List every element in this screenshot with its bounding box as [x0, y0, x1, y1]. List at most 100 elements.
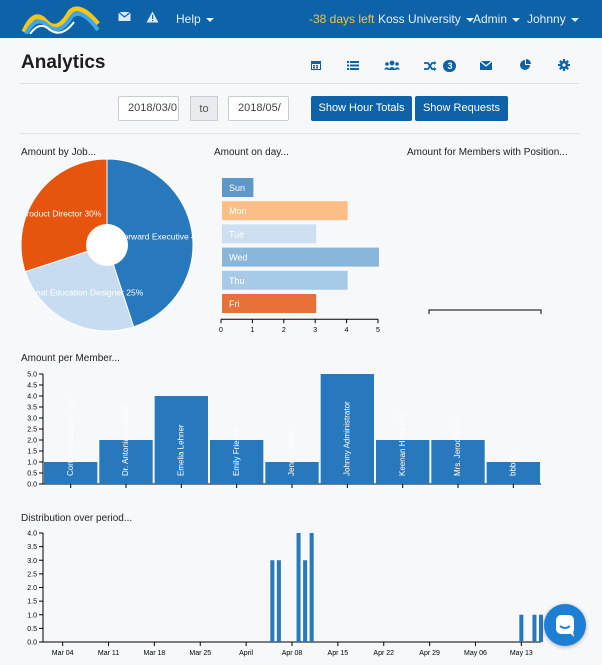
- x-tick-label: 2: [282, 327, 286, 334]
- y-tick-label: 4.5: [27, 383, 37, 390]
- distribution-bar: [539, 614, 543, 642]
- day-bar-label: Mon: [229, 206, 247, 216]
- amount-by-job-title: Amount by Job...: [21, 147, 97, 158]
- y-tick-label: 4.0: [27, 531, 37, 538]
- help-menu[interactable]: Help: [176, 12, 214, 26]
- users-icon[interactable]: [383, 57, 401, 73]
- pie-slice-label: roduct Director 30%: [26, 209, 102, 219]
- amount-per-member-title: Amount per Member...: [21, 353, 120, 364]
- university-label: Koss University: [378, 12, 461, 26]
- university-menu[interactable]: Koss University: [378, 12, 474, 26]
- day-bar-label: Fri: [229, 299, 240, 309]
- member-bar-label: Emelia Lehner: [176, 424, 185, 476]
- y-tick-label: 1.5: [27, 449, 37, 456]
- warning-icon[interactable]: [146, 11, 159, 27]
- to-label: to: [190, 96, 218, 121]
- amount-by-job-chart: orward Executive 4 ational Education Desi…: [20, 158, 194, 332]
- member-bar-label: Keenan Hintz PhD: [398, 410, 407, 476]
- y-tick-label: 0.0: [27, 482, 37, 489]
- distribution-bar: [309, 533, 314, 642]
- x-tick-label: Mar 25: [189, 650, 211, 657]
- envelope-icon[interactable]: [478, 57, 494, 73]
- distribution-title: Distribution over period...: [21, 513, 133, 524]
- x-tick-label: Mar 04: [52, 650, 74, 657]
- y-tick-label: 1.5: [27, 599, 37, 606]
- admin-label: Admin: [473, 12, 508, 26]
- x-tick-label: Apr 22: [373, 650, 394, 657]
- pie-slice-national-education-designer-25: [24, 244, 135, 332]
- member-bar-bbbbb: [486, 462, 540, 484]
- distribution-bar: [303, 560, 308, 642]
- y-tick-label: 1.0: [27, 612, 37, 619]
- days-left-indicator[interactable]: -38 days left: [309, 12, 375, 26]
- member-bar-label: Mrs. Jerod Roob: [453, 416, 462, 476]
- user-menu[interactable]: Johnny: [527, 12, 579, 26]
- member-bar-dr-antonia-lueilwitz: [99, 440, 153, 484]
- member-bar-label: Conor Hermiston PhD: [66, 398, 75, 476]
- pie-slice-label: ational Education Designer 25%: [22, 288, 143, 298]
- empty-x-axis: [428, 309, 542, 314]
- page-title: Analytics: [21, 52, 106, 73]
- day-bar-wed: [222, 247, 379, 267]
- day-bar-thu: [222, 270, 348, 290]
- pie-slice-product-director-30: [20, 158, 108, 273]
- to-date-input[interactable]: 2018/05/: [228, 96, 289, 121]
- show-hour-totals-button[interactable]: Show Hour Totals: [311, 96, 412, 121]
- chevron-down-icon: [465, 17, 474, 22]
- x-tick-label: Mar 18: [143, 650, 165, 657]
- user-label: Johnny: [527, 12, 566, 26]
- day-bar-label: Sun: [229, 183, 245, 193]
- x-tick-label: Mar 11: [98, 650, 119, 657]
- day-bar-label: Tue: [229, 229, 244, 239]
- x-tick-label: Apr 08: [282, 650, 303, 657]
- member-bar-label: bbbbb: [508, 453, 517, 476]
- member-bar-emily-friesen: [210, 440, 264, 484]
- x-tick-label: 0: [219, 327, 223, 334]
- pie-chart-icon[interactable]: [517, 57, 533, 73]
- top-navbar: Help -38 days left Koss University Admin…: [0, 0, 602, 38]
- shuffle-button[interactable]: 3: [423, 57, 457, 73]
- chat-launcher-button[interactable]: [544, 604, 586, 646]
- y-tick-label: 2.5: [27, 571, 37, 578]
- y-tick-label: 3.0: [27, 416, 37, 423]
- from-date-input[interactable]: 2018/03/0: [118, 96, 179, 121]
- distribution-bar: [519, 614, 524, 642]
- admin-menu[interactable]: Admin: [473, 12, 521, 26]
- help-label: Help: [176, 12, 201, 26]
- x-tick-label: Apr 29: [419, 650, 440, 657]
- member-bar-emelia-lehner: [154, 396, 208, 484]
- distribution-bar: [532, 614, 537, 642]
- day-bar-sun: [222, 178, 254, 197]
- distribution-bar: [276, 560, 281, 642]
- member-bar-conor-hermiston-phd: [44, 462, 98, 484]
- x-tick-label: 4: [345, 327, 349, 334]
- app-logo[interactable]: [22, 4, 100, 34]
- shuffle-icon: [424, 60, 437, 71]
- x-tick-label: Apr 15: [328, 650, 349, 657]
- x-tick-label: 3: [313, 327, 317, 334]
- y-tick-label: 5.0: [27, 372, 37, 379]
- amount-on-day-title: Amount on day...: [214, 147, 289, 158]
- y-tick-label: 2.5: [27, 427, 37, 434]
- day-bar-mon: [222, 201, 348, 221]
- member-bar-label: Johnny Administrator: [342, 401, 351, 476]
- calendar-icon[interactable]: [308, 57, 324, 73]
- gear-icon[interactable]: [556, 57, 572, 73]
- list-icon[interactable]: [345, 57, 361, 73]
- y-tick-label: 2.0: [27, 585, 37, 592]
- day-bar-label: Wed: [229, 253, 247, 263]
- amount-members-position-chart: [428, 309, 542, 314]
- distribution-bar: [296, 533, 301, 642]
- chat-icon: [556, 615, 574, 637]
- day-bar-fri: [222, 294, 317, 313]
- y-tick-label: 2.0: [27, 438, 37, 445]
- mail-icon[interactable]: [118, 11, 131, 27]
- member-bar-label: Dr. Antonia Lueilwitz: [121, 404, 130, 476]
- show-requests-button[interactable]: Show Requests: [415, 96, 508, 121]
- y-tick-label: 3.0: [27, 558, 37, 565]
- member-bar-jenny-ullrich: [265, 462, 319, 484]
- y-tick-label: 3.5: [27, 405, 37, 412]
- x-tick-label: May 06: [464, 650, 487, 657]
- amount-members-position-title: Amount for Members with Position...: [407, 147, 568, 158]
- y-tick-label: 4.0: [27, 394, 37, 401]
